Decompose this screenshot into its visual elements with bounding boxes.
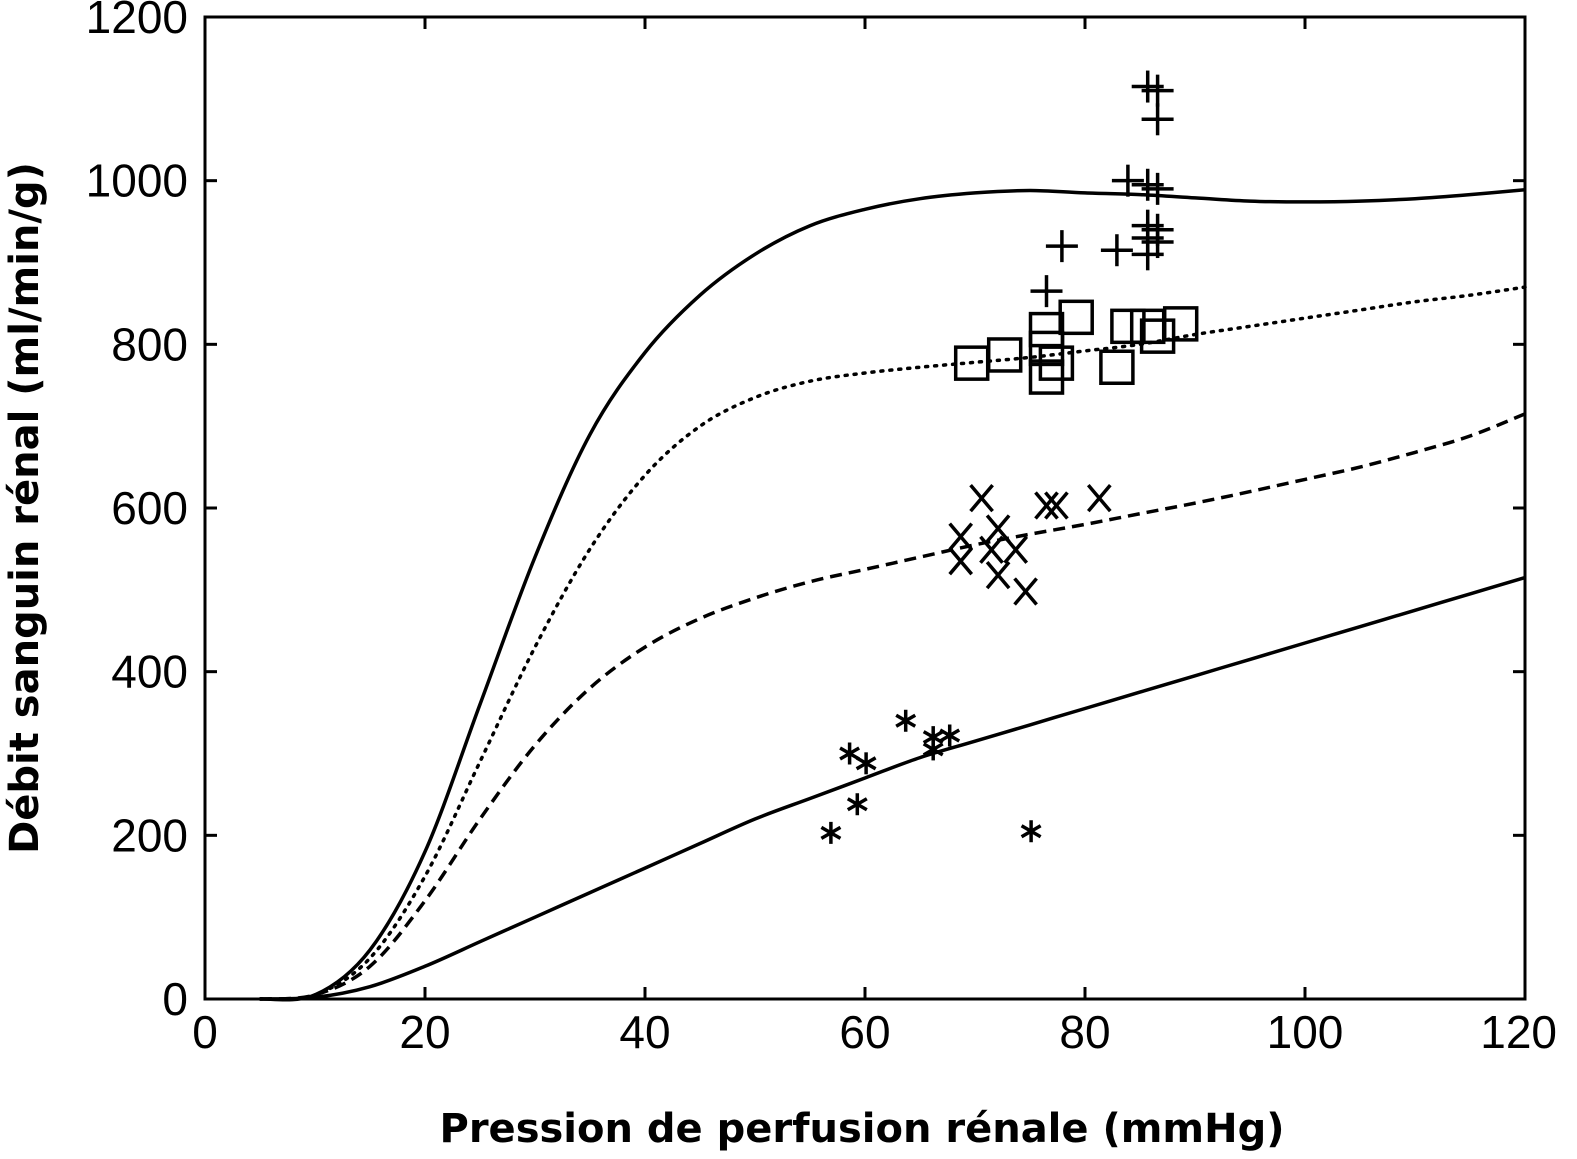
x-marker-4 xyxy=(1086,484,1112,513)
asterisk-marker-6 xyxy=(922,738,944,761)
x-tick-label-120: 120 xyxy=(1480,1006,1557,1058)
square-marker-9 xyxy=(1129,308,1166,345)
x-marker-7 xyxy=(979,535,1004,564)
x-tick-label-0: 0 xyxy=(192,1006,218,1058)
curve-solid-1 xyxy=(259,187,1526,1002)
x-marker-2 xyxy=(1034,491,1059,520)
x-marker-11 xyxy=(1013,577,1038,606)
plus-marker-12 xyxy=(1045,230,1078,263)
plus-marker-3 xyxy=(1141,103,1174,136)
plus-marker-11 xyxy=(1131,238,1164,271)
asterisk-marker-1 xyxy=(839,742,861,765)
square-marker-3 xyxy=(1028,311,1065,348)
x-tick-label-20: 20 xyxy=(399,1006,450,1058)
plus-marker-13 xyxy=(1100,234,1133,267)
square-marker-12 xyxy=(1099,349,1135,385)
square-marker-4 xyxy=(1058,299,1094,336)
square-marker-2 xyxy=(986,337,1023,373)
asterisk-marker-9 xyxy=(1020,820,1042,843)
asterisk-marker-3 xyxy=(895,709,917,732)
x-marker-10 xyxy=(985,560,1011,590)
x-tick-label-60: 60 xyxy=(839,1006,890,1058)
x-marker-8 xyxy=(1003,535,1029,564)
x-marker-3 xyxy=(1044,491,1069,520)
y-tick-label-1000: 1000 xyxy=(86,155,188,207)
y-tick-label-600: 600 xyxy=(111,482,188,534)
plus-marker-4 xyxy=(1111,164,1144,197)
curves-layer xyxy=(258,187,1527,1002)
y-tick-label-800: 800 xyxy=(111,318,188,370)
plus-marker-2 xyxy=(1141,74,1174,107)
asterisk-marker-7 xyxy=(846,793,868,816)
x-marker-5 xyxy=(948,522,974,551)
x-tick-label-100: 100 xyxy=(1267,1006,1344,1058)
x-marker-1 xyxy=(969,484,994,513)
y-tick-label-200: 200 xyxy=(111,809,188,861)
x-tick-label-80: 80 xyxy=(1059,1006,1110,1058)
curve-solid-4 xyxy=(259,575,1526,1001)
curve-dotted-2 xyxy=(258,285,1527,1001)
curve-dashed-3 xyxy=(259,412,1526,1001)
plot-frame xyxy=(203,15,1527,1001)
markers-layer xyxy=(820,70,1199,844)
asterisk-marker-8 xyxy=(820,821,842,844)
asterisk-marker-2 xyxy=(855,752,877,775)
x-tick-label-40: 40 xyxy=(619,1006,670,1058)
square-marker-10 xyxy=(1162,306,1199,342)
x-marker-9 xyxy=(948,547,974,576)
y-tick-label-400: 400 xyxy=(111,646,188,698)
square-marker-8 xyxy=(1110,308,1146,345)
x-axis-title: Pression de perfusion rénale (mmHg) xyxy=(440,1106,1285,1152)
y-tick-label-0: 0 xyxy=(162,973,188,1025)
plus-marker-14 xyxy=(1030,275,1063,308)
asterisk-marker-5 xyxy=(939,724,961,747)
square-marker-6 xyxy=(1038,345,1075,381)
y-axis-title: Débit sanguin rénal (ml/min/g) xyxy=(2,162,48,854)
ticks-layer xyxy=(203,15,1527,1001)
square-marker-7 xyxy=(1028,359,1065,395)
square-marker-11 xyxy=(1139,318,1176,354)
y-tick-label-1200: 1200 xyxy=(86,0,188,43)
plus-marker-6 xyxy=(1141,172,1174,205)
